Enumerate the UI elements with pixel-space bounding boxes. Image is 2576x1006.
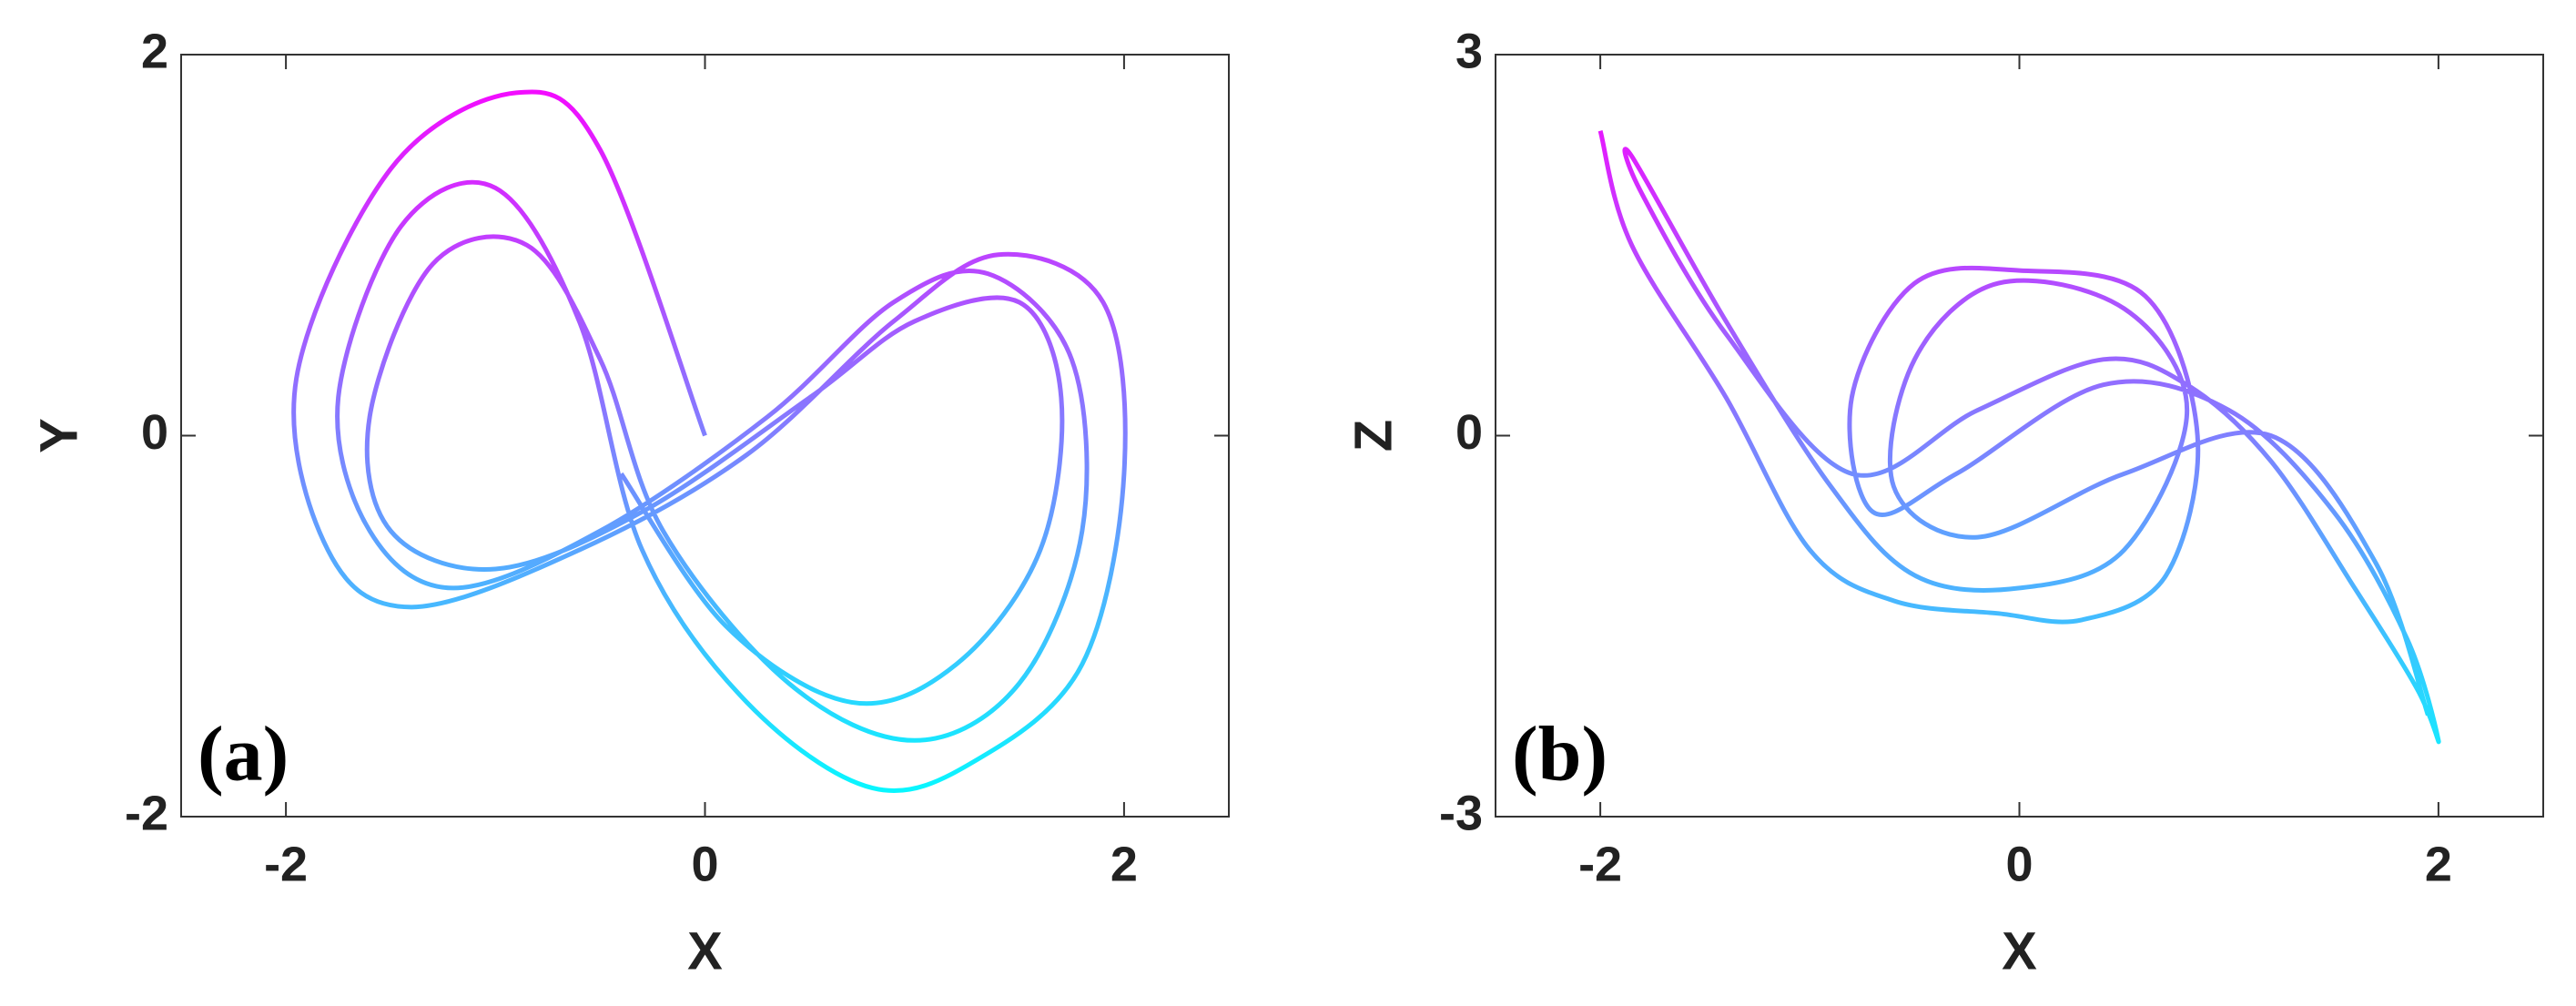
y-tick-label: 0 bbox=[1455, 405, 1483, 460]
y-tick-label: -3 bbox=[1439, 786, 1483, 840]
y-tick-label: 0 bbox=[141, 405, 168, 460]
x-tick-label: -2 bbox=[1578, 837, 1622, 891]
panel-label: (b) bbox=[1512, 710, 1607, 798]
x-axis-label: X bbox=[687, 921, 723, 981]
y-tick-label: -2 bbox=[125, 786, 168, 840]
x-tick-label: -2 bbox=[264, 837, 308, 891]
x-tick-label: 2 bbox=[2425, 837, 2452, 891]
trajectory bbox=[1597, 130, 2441, 745]
x-tick-label: 0 bbox=[2005, 837, 2033, 891]
x-axis-label: X bbox=[2002, 921, 2037, 981]
axes-frame bbox=[1495, 54, 2544, 818]
x-tick-label: 2 bbox=[1111, 837, 1138, 891]
y-tick-label: 2 bbox=[141, 24, 168, 78]
x-tick-label: 0 bbox=[691, 837, 718, 891]
panel-label: (a) bbox=[198, 710, 289, 798]
y-axis-label: Z bbox=[1344, 420, 1403, 452]
y-axis-label: Y bbox=[29, 418, 88, 453]
trajectory bbox=[291, 89, 1128, 793]
y-tick-label: 3 bbox=[1455, 24, 1483, 78]
